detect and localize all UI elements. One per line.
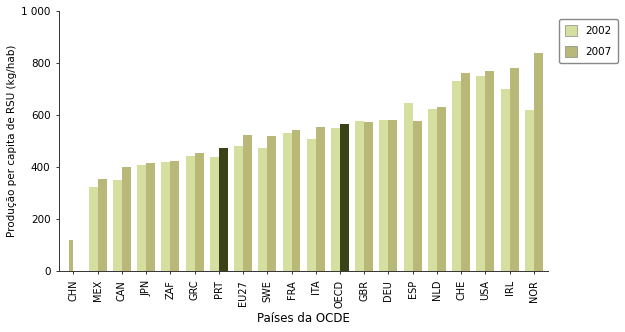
Bar [364,122,373,272]
Bar [210,157,219,272]
Bar [243,135,252,272]
Bar [412,121,422,272]
Bar [282,133,291,272]
Bar [355,121,364,272]
Bar [219,148,228,272]
Bar [379,120,389,272]
Bar [258,148,268,272]
Bar [113,180,122,272]
Bar [509,68,519,272]
Bar [171,161,179,272]
Bar [340,124,349,272]
Bar [69,240,78,272]
Bar [137,165,146,272]
Bar [122,167,131,272]
Bar [89,187,98,272]
Bar [476,76,486,272]
Bar [146,163,155,272]
Bar [437,107,446,272]
Y-axis label: Produção per capita de RSU (kg/hab): Produção per capita de RSU (kg/hab) [7,45,17,237]
Bar [291,130,301,272]
Bar [534,53,543,272]
X-axis label: Países da OCDE: Países da OCDE [257,312,350,325]
Bar [194,153,204,272]
Bar [98,179,107,272]
Bar [161,162,171,272]
Bar [525,111,534,272]
Bar [486,71,494,272]
Bar [307,138,316,272]
Bar [234,146,243,272]
Bar [316,127,325,272]
Bar [268,136,276,272]
Bar [501,89,509,272]
Bar [73,240,82,272]
Bar [73,240,82,272]
Bar [452,81,461,272]
Bar [404,103,412,272]
Bar [331,128,340,272]
Bar [186,155,194,272]
Bar [389,120,398,272]
Bar [461,73,470,272]
Legend: 2002, 2007: 2002, 2007 [559,19,618,63]
Bar [428,109,437,272]
